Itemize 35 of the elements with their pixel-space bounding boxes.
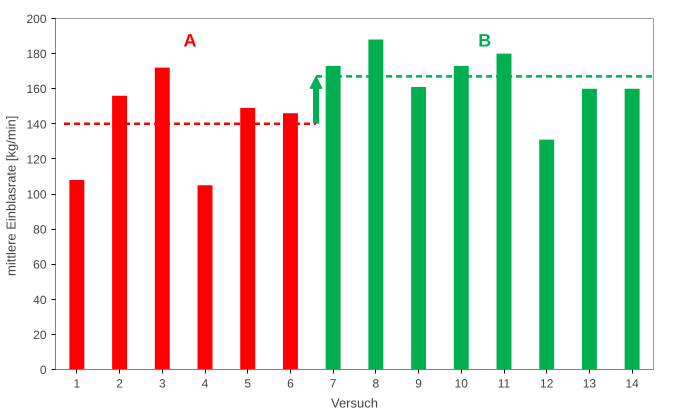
x-tick-label: 2 [116,376,124,390]
bar [198,185,212,370]
y-tick-label: 160 [26,82,47,96]
x-tick-label: 11 [498,376,511,390]
y-tick-label: 200 [26,12,47,26]
x-tick-label: 10 [454,376,468,390]
bar [69,180,84,370]
bar [582,88,597,370]
x-tick-label: 9 [415,376,422,390]
x-tick-label: 6 [287,376,294,390]
annotation: B [478,30,492,50]
x-tick-label: 8 [372,376,380,390]
y-tick-label: 60 [33,258,47,272]
bar [624,88,640,370]
y-tick-label: 140 [26,117,47,132]
x-tick-label: 7 [330,376,337,390]
y-tick-label: 120 [26,152,47,166]
y-axis-title: mittlere Einblasrate [kg/min] [3,116,18,276]
x-tick-label: 4 [202,376,209,390]
y-tick-label: 0 [40,363,47,377]
x-tick-label: 5 [244,376,252,390]
x-axis-title: Versuch [331,396,378,410]
x-tick-label: 13 [582,376,596,390]
y-tick-label: 100 [26,188,47,202]
y-tick-label: 20 [33,328,47,342]
y-tick-label: 40 [33,292,47,307]
y-tick-label: 180 [26,47,47,62]
bar [411,86,426,370]
x-tick-label: 3 [158,376,166,390]
y-tick-label: 80 [33,222,47,237]
x-tick-label: 1 [74,376,81,390]
annotation: A [184,30,197,50]
x-tick-label: 12 [540,376,554,390]
x-tick-label: 14 [625,376,640,390]
bar [539,140,554,370]
